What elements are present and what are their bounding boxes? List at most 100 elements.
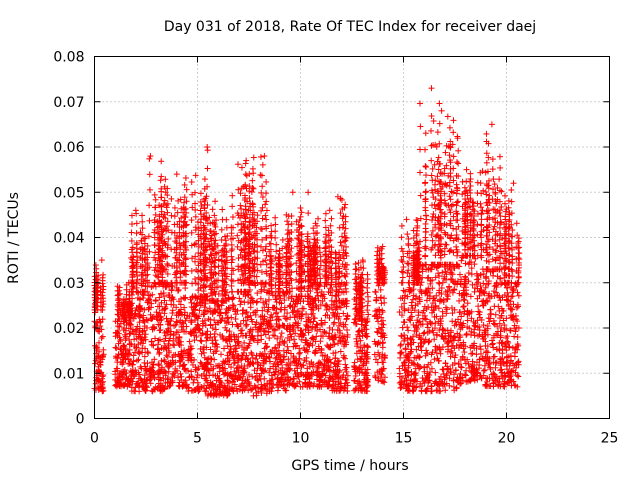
data-point <box>374 329 381 336</box>
data-point <box>142 388 149 395</box>
data-point <box>405 260 412 267</box>
data-point <box>171 213 178 220</box>
data-point <box>342 355 349 362</box>
data-point <box>455 160 462 167</box>
data-point <box>234 388 241 395</box>
data-point <box>342 201 349 208</box>
data-point <box>207 251 214 258</box>
data-point <box>425 339 432 346</box>
data-point <box>296 350 303 357</box>
data-point <box>398 234 405 241</box>
data-point <box>189 280 196 287</box>
data-point <box>254 298 261 305</box>
data-point <box>229 203 236 210</box>
data-point <box>458 364 465 371</box>
data-point <box>338 196 345 203</box>
data-point <box>428 157 435 164</box>
data-point <box>139 225 146 232</box>
data-point <box>137 308 144 315</box>
data-point <box>115 330 122 337</box>
data-point <box>188 179 195 186</box>
data-point <box>328 215 335 222</box>
data-point <box>397 354 404 361</box>
data-point <box>343 316 350 323</box>
data-point <box>398 349 405 356</box>
data-point <box>322 252 329 259</box>
data-point <box>249 177 256 184</box>
data-point <box>327 237 334 244</box>
data-point <box>119 361 126 368</box>
data-point <box>147 153 154 160</box>
data-point <box>254 249 261 256</box>
data-point <box>148 366 155 373</box>
data-point <box>154 385 161 392</box>
chart-title: Day 031 of 2018, Rate Of TEC Index for r… <box>164 19 536 35</box>
data-point <box>129 285 136 292</box>
data-point <box>114 365 121 372</box>
data-point <box>188 217 195 224</box>
data-point <box>344 327 351 334</box>
data-point <box>145 350 152 357</box>
data-point <box>234 161 241 168</box>
data-point <box>436 120 443 127</box>
data-point <box>140 235 147 242</box>
data-point <box>422 234 429 241</box>
data-point <box>168 212 175 219</box>
data-point <box>150 342 157 349</box>
data-point <box>131 343 138 350</box>
data-point <box>364 342 371 349</box>
data-point <box>130 358 137 365</box>
data-point <box>146 171 153 178</box>
data-point <box>152 249 159 256</box>
data-point <box>422 189 429 196</box>
data-point <box>404 231 411 238</box>
data-point <box>229 214 236 221</box>
data-point <box>125 325 132 332</box>
data-point <box>158 262 165 269</box>
data-point <box>219 216 226 223</box>
data-point <box>228 253 235 260</box>
data-point <box>417 192 424 199</box>
data-point <box>136 382 143 389</box>
data-point <box>143 324 150 331</box>
data-point <box>439 366 446 373</box>
data-point <box>117 346 124 353</box>
data-point <box>242 160 249 167</box>
data-point <box>95 363 102 370</box>
data-point <box>397 384 404 391</box>
data-point <box>165 235 172 242</box>
data-point <box>140 295 147 302</box>
data-point <box>234 221 241 228</box>
data-point <box>158 222 165 229</box>
data-point <box>405 267 412 274</box>
data-point <box>379 339 386 346</box>
data-point <box>405 327 412 334</box>
data-point <box>126 336 133 343</box>
data-point <box>129 378 136 385</box>
data-point <box>156 362 163 369</box>
data-point <box>156 350 163 357</box>
data-point <box>139 231 146 238</box>
data-point <box>423 216 430 223</box>
data-point <box>136 319 143 326</box>
data-point <box>146 296 153 303</box>
data-point <box>183 279 190 286</box>
data-point <box>364 271 371 278</box>
data-point <box>121 381 128 388</box>
data-point <box>146 264 153 271</box>
data-point <box>237 202 244 209</box>
data-point <box>116 323 123 330</box>
data-point <box>215 302 222 309</box>
data-point <box>142 331 149 338</box>
data-point <box>375 318 382 325</box>
data-point <box>197 190 204 197</box>
data-point <box>157 254 164 261</box>
data-point <box>129 263 136 270</box>
data-point <box>272 214 279 221</box>
data-point <box>133 304 140 311</box>
data-point <box>422 179 429 186</box>
data-point <box>114 323 121 330</box>
data-point <box>428 127 435 134</box>
data-point <box>144 254 151 261</box>
data-point <box>159 251 166 258</box>
